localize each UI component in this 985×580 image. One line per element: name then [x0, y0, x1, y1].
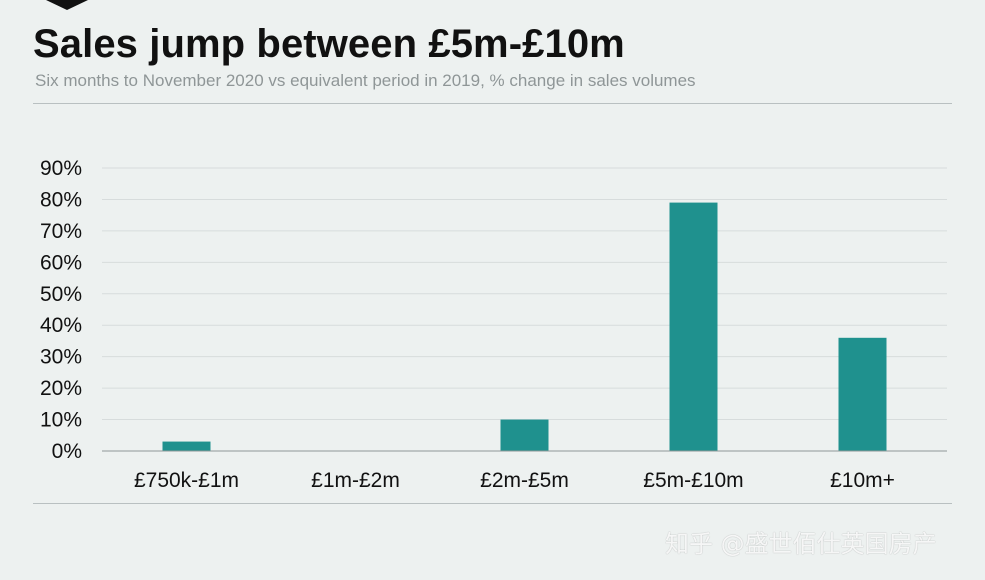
y-tick-label: 70% [40, 220, 82, 243]
watermark-text: 知乎 @盛世佰仕英国房产 [665, 530, 937, 558]
x-tick-label: £5m-£10m [643, 469, 743, 492]
x-tick-label: £10m+ [830, 469, 895, 492]
y-tick-label: 50% [40, 283, 82, 306]
bottom-divider [33, 503, 952, 504]
x-axis-labels: £750k-£1m £1m-£2m £2m-£5m £5m-£10m £10m+ [134, 469, 895, 492]
bar--750k-1m [162, 441, 211, 451]
y-tick-label: 40% [40, 314, 82, 337]
y-tick-label: 0% [52, 440, 82, 463]
chart-subtitle: Six months to November 2020 vs equivalen… [35, 71, 696, 90]
top-tab-marker [46, 0, 88, 10]
bar--10m- [838, 337, 887, 451]
chart-title: Sales jump between £5m-£10m [33, 22, 625, 66]
y-tick-label: 20% [40, 377, 82, 400]
y-tick-label: 90% [40, 157, 82, 180]
y-axis-labels: 0% 10% 20% 30% 40% 50% 60% 70% 80% 90% [40, 157, 82, 463]
x-tick-label: £1m-£2m [311, 469, 400, 492]
bar--2m-5m [500, 419, 549, 451]
y-tick-label: 80% [40, 188, 82, 211]
gridlines [102, 167, 947, 452]
y-tick-label: 60% [40, 251, 82, 274]
y-tick-label: 30% [40, 346, 82, 369]
bars [162, 202, 887, 451]
bar--5m-10m [669, 202, 718, 451]
y-tick-label: 10% [40, 409, 82, 432]
top-divider [33, 103, 952, 104]
x-tick-label: £2m-£5m [480, 469, 569, 492]
x-tick-label: £750k-£1m [134, 469, 239, 492]
